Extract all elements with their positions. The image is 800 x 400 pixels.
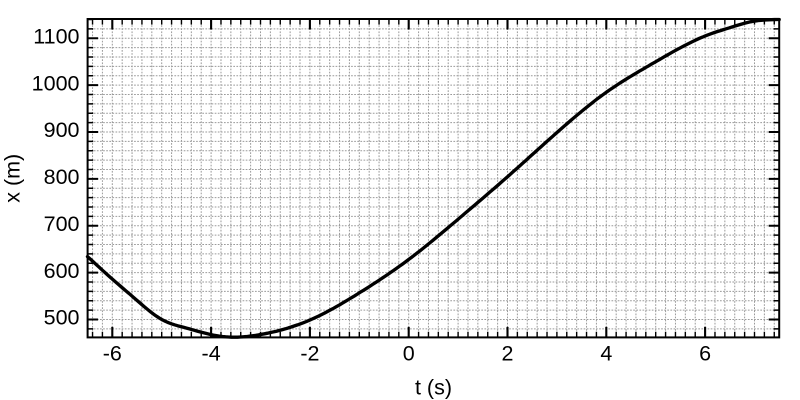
- svg-text:500: 500: [44, 306, 80, 330]
- svg-text:0: 0: [403, 342, 415, 366]
- svg-text:700: 700: [44, 212, 80, 236]
- svg-text:1100: 1100: [33, 24, 79, 48]
- svg-text:2: 2: [502, 342, 514, 366]
- svg-text:-4: -4: [202, 342, 221, 366]
- svg-text:-6: -6: [103, 342, 122, 366]
- svg-text:6: 6: [699, 342, 711, 366]
- svg-text:600: 600: [44, 259, 80, 283]
- svg-text:x (m): x (m): [1, 154, 25, 203]
- svg-text:-2: -2: [300, 342, 319, 366]
- svg-text:900: 900: [44, 118, 80, 142]
- svg-text:800: 800: [44, 165, 80, 189]
- svg-text:t (s): t (s): [415, 376, 452, 400]
- svg-text:1000: 1000: [32, 71, 80, 95]
- svg-text:4: 4: [600, 342, 612, 366]
